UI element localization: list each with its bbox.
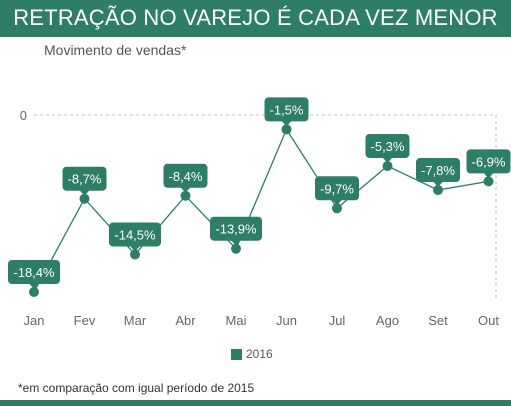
data-label-text: -8,4% bbox=[169, 169, 203, 184]
data-point bbox=[79, 193, 90, 204]
chart-title: RETRAÇÃO NO VAREJO É CADA VEZ MENOR bbox=[13, 5, 498, 30]
x-tick-label: Out bbox=[478, 313, 499, 328]
data-point bbox=[483, 176, 494, 187]
data-label: -13,9% bbox=[210, 216, 262, 246]
data-label: -8,7% bbox=[62, 166, 107, 196]
data-label-pointer bbox=[29, 283, 39, 289]
footnote: *em comparação com igual período de 2015 bbox=[18, 381, 255, 395]
data-label-text: -5,3% bbox=[371, 139, 405, 154]
series-line-2016 bbox=[33, 128, 489, 293]
data-label-box bbox=[62, 166, 107, 191]
data-point bbox=[382, 160, 393, 171]
data-label-box bbox=[365, 133, 410, 158]
data-label-text: -8,7% bbox=[68, 172, 102, 187]
data-point bbox=[433, 185, 443, 196]
data-label-pointer bbox=[382, 157, 393, 163]
data-label-box bbox=[109, 222, 161, 247]
data-label-box bbox=[163, 163, 208, 188]
data-label: -5,3% bbox=[365, 133, 410, 163]
data-label-pointer bbox=[180, 187, 191, 193]
x-tick-label: Mar bbox=[124, 313, 147, 328]
data-label-box bbox=[210, 216, 262, 241]
data-point bbox=[332, 203, 342, 214]
x-tick-label: Fev bbox=[74, 313, 96, 328]
data-label-box bbox=[264, 97, 309, 122]
chart-subtitle: Movimento de vendas* bbox=[44, 42, 187, 58]
x-tick-label: Jul bbox=[329, 313, 346, 328]
data-label: -18,4% bbox=[8, 260, 60, 289]
data-label: -1,5% bbox=[264, 97, 309, 127]
legend: 2016 bbox=[231, 347, 273, 361]
title-bar: RETRAÇÃO NO VAREJO É CADA VEZ MENOR bbox=[0, 0, 511, 37]
data-label-pointer bbox=[332, 199, 342, 206]
data-label-pointer bbox=[433, 181, 443, 188]
y-tick-label: 0 bbox=[20, 108, 27, 123]
data-label-text: -7,8% bbox=[421, 163, 455, 178]
x-tick-label: Jun bbox=[276, 313, 297, 328]
data-label: -7,8% bbox=[416, 158, 460, 188]
data-label-text: -6,9% bbox=[472, 154, 506, 169]
x-tick-label: Ago bbox=[376, 313, 399, 328]
data-point bbox=[180, 190, 191, 201]
data-point bbox=[281, 124, 292, 135]
data-label-box bbox=[315, 176, 359, 201]
data-label: -8,4% bbox=[163, 163, 208, 193]
data-label-pointer bbox=[483, 172, 494, 179]
data-point bbox=[231, 243, 241, 254]
x-tick-label: Set bbox=[428, 313, 448, 328]
x-tick-label: Abr bbox=[175, 313, 196, 328]
legend-label: 2016 bbox=[246, 347, 273, 361]
data-label-text: -9,7% bbox=[320, 181, 354, 196]
data-label-pointer bbox=[79, 190, 90, 196]
data-label-text: -13,9% bbox=[215, 222, 257, 237]
bottom-bar bbox=[0, 400, 511, 406]
data-label: -6,9% bbox=[466, 149, 511, 179]
data-label-text: -14,5% bbox=[114, 227, 156, 242]
data-label-box bbox=[416, 158, 460, 183]
data-point bbox=[130, 249, 140, 260]
data-label-text: -1,5% bbox=[270, 102, 304, 117]
legend-swatch bbox=[231, 348, 242, 360]
data-label-text: -18,4% bbox=[13, 265, 55, 280]
data-label-box bbox=[8, 260, 60, 284]
data-label: -14,5% bbox=[109, 222, 161, 252]
data-point bbox=[29, 287, 39, 297]
x-tick-label: Jan bbox=[24, 313, 45, 328]
data-label-pointer bbox=[130, 245, 140, 252]
x-tick-label: Mai bbox=[226, 313, 247, 328]
data-label-box bbox=[466, 149, 511, 174]
data-label-pointer bbox=[281, 120, 292, 127]
data-label: -9,7% bbox=[315, 176, 359, 206]
data-label-pointer bbox=[231, 240, 241, 246]
